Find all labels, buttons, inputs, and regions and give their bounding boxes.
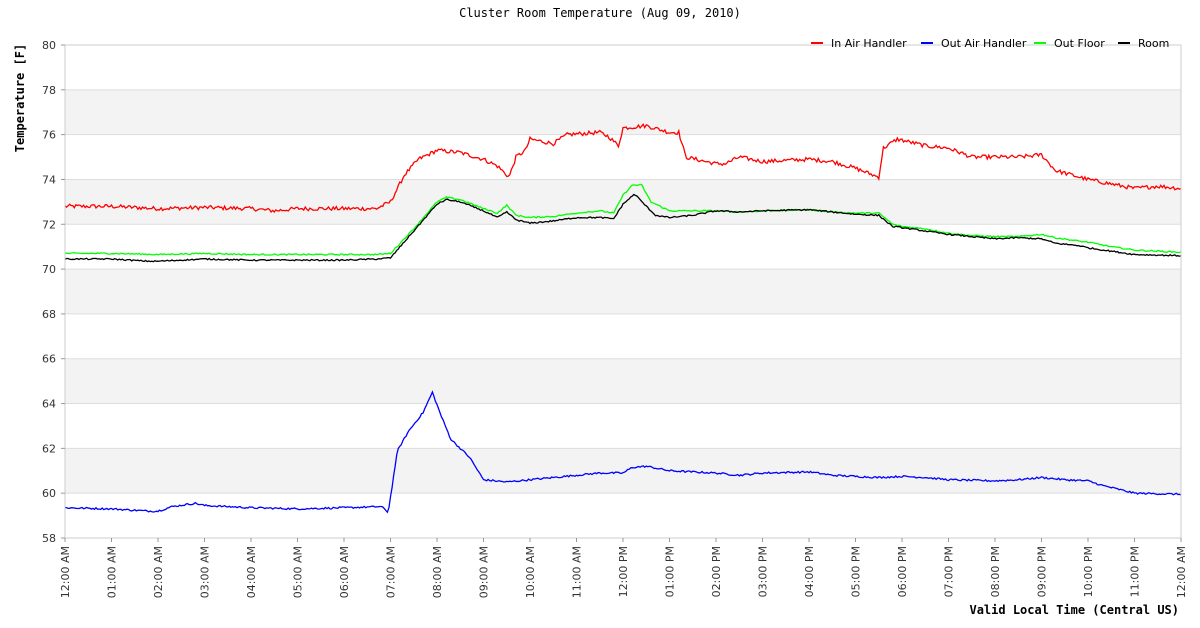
y-tick-label: 76 bbox=[42, 129, 56, 142]
series-lines bbox=[64, 123, 1182, 514]
legend-label: In Air Handler bbox=[831, 37, 907, 50]
x-tick-label: 11:00 AM bbox=[571, 546, 584, 598]
y-tick-label: 78 bbox=[42, 84, 56, 97]
x-tick-label: 02:00 AM bbox=[152, 546, 165, 598]
y-tick-label: 58 bbox=[42, 532, 56, 545]
x-tick-label: 12:00 AM bbox=[59, 546, 72, 598]
y-tick-label: 80 bbox=[42, 39, 56, 52]
chart-title: Cluster Room Temperature (Aug 09, 2010) bbox=[459, 6, 741, 20]
y-tick-label: 66 bbox=[42, 353, 56, 366]
legend-label: Out Floor bbox=[1054, 37, 1105, 50]
series-line-room bbox=[64, 193, 1182, 263]
band bbox=[65, 224, 1181, 270]
band bbox=[65, 269, 1181, 314]
y-tick-label: 74 bbox=[42, 173, 56, 186]
x-tick-label: 10:00 PM bbox=[1082, 546, 1095, 597]
background-bands bbox=[65, 45, 1181, 538]
band bbox=[65, 179, 1181, 225]
band bbox=[65, 448, 1181, 494]
x-tick-label: 04:00 AM bbox=[245, 546, 258, 598]
x-tick-label: 07:00 PM bbox=[943, 546, 956, 597]
band bbox=[65, 134, 1181, 180]
legend-label: Out Air Handler bbox=[941, 37, 1027, 50]
x-tick-label: 08:00 AM bbox=[431, 546, 444, 598]
y-axis-ticks: 58 60 62 64 66 68 70 72 74 76 78 80 bbox=[42, 39, 65, 545]
band bbox=[65, 45, 1181, 90]
x-tick-label: 07:00 AM bbox=[385, 546, 398, 598]
band bbox=[65, 313, 1181, 359]
x-tick-label: 09:00 PM bbox=[1036, 546, 1049, 597]
y-tick-label: 62 bbox=[42, 442, 56, 455]
x-axis-ticks: 12:00 AM 01:00 AM 02:00 AM 03:00 AM 04:00 AM… bbox=[59, 538, 1188, 598]
x-tick-label: 02:00 PM bbox=[710, 546, 723, 597]
x-tick-label: 04:00 PM bbox=[803, 546, 816, 597]
band bbox=[65, 403, 1181, 449]
x-tick-label: 05:00 AM bbox=[292, 546, 305, 598]
x-tick-label: 11:00 PM bbox=[1129, 546, 1142, 597]
legend: In Air Handler Out Air Handler Out Floor Ro… bbox=[811, 37, 1169, 50]
band bbox=[65, 493, 1181, 538]
x-tick-label: 01:00 AM bbox=[106, 546, 119, 598]
y-tick-label: 72 bbox=[42, 218, 56, 231]
x-tick-label: 12:00 AM bbox=[1175, 546, 1188, 598]
y-axis-label: Temperature [F] bbox=[13, 44, 27, 152]
x-tick-label: 12:00 PM bbox=[617, 546, 630, 597]
x-tick-label: 03:00 PM bbox=[757, 546, 770, 597]
x-tick-label: 05:00 PM bbox=[850, 546, 863, 597]
legend-label: Room bbox=[1138, 37, 1169, 50]
y-tick-label: 68 bbox=[42, 308, 56, 321]
y-tick-label: 70 bbox=[42, 263, 56, 276]
series-line-in-air-handler bbox=[64, 123, 1182, 214]
y-tick-label: 60 bbox=[42, 487, 56, 500]
x-tick-label: 09:00 AM bbox=[478, 546, 491, 598]
x-axis-label: Valid Local Time (Central US) bbox=[969, 603, 1179, 617]
x-tick-label: 03:00 AM bbox=[199, 546, 212, 598]
x-tick-label: 01:00 PM bbox=[664, 546, 677, 597]
x-tick-label: 06:00 PM bbox=[896, 546, 909, 597]
x-tick-label: 10:00 AM bbox=[524, 546, 537, 598]
x-tick-label: 08:00 PM bbox=[989, 546, 1002, 597]
series-line-out-air-handler bbox=[64, 390, 1182, 514]
x-tick-label: 06:00 AM bbox=[338, 546, 351, 598]
series-line-out-floor bbox=[65, 183, 1182, 256]
band bbox=[65, 358, 1181, 404]
y-tick-label: 64 bbox=[42, 398, 56, 411]
